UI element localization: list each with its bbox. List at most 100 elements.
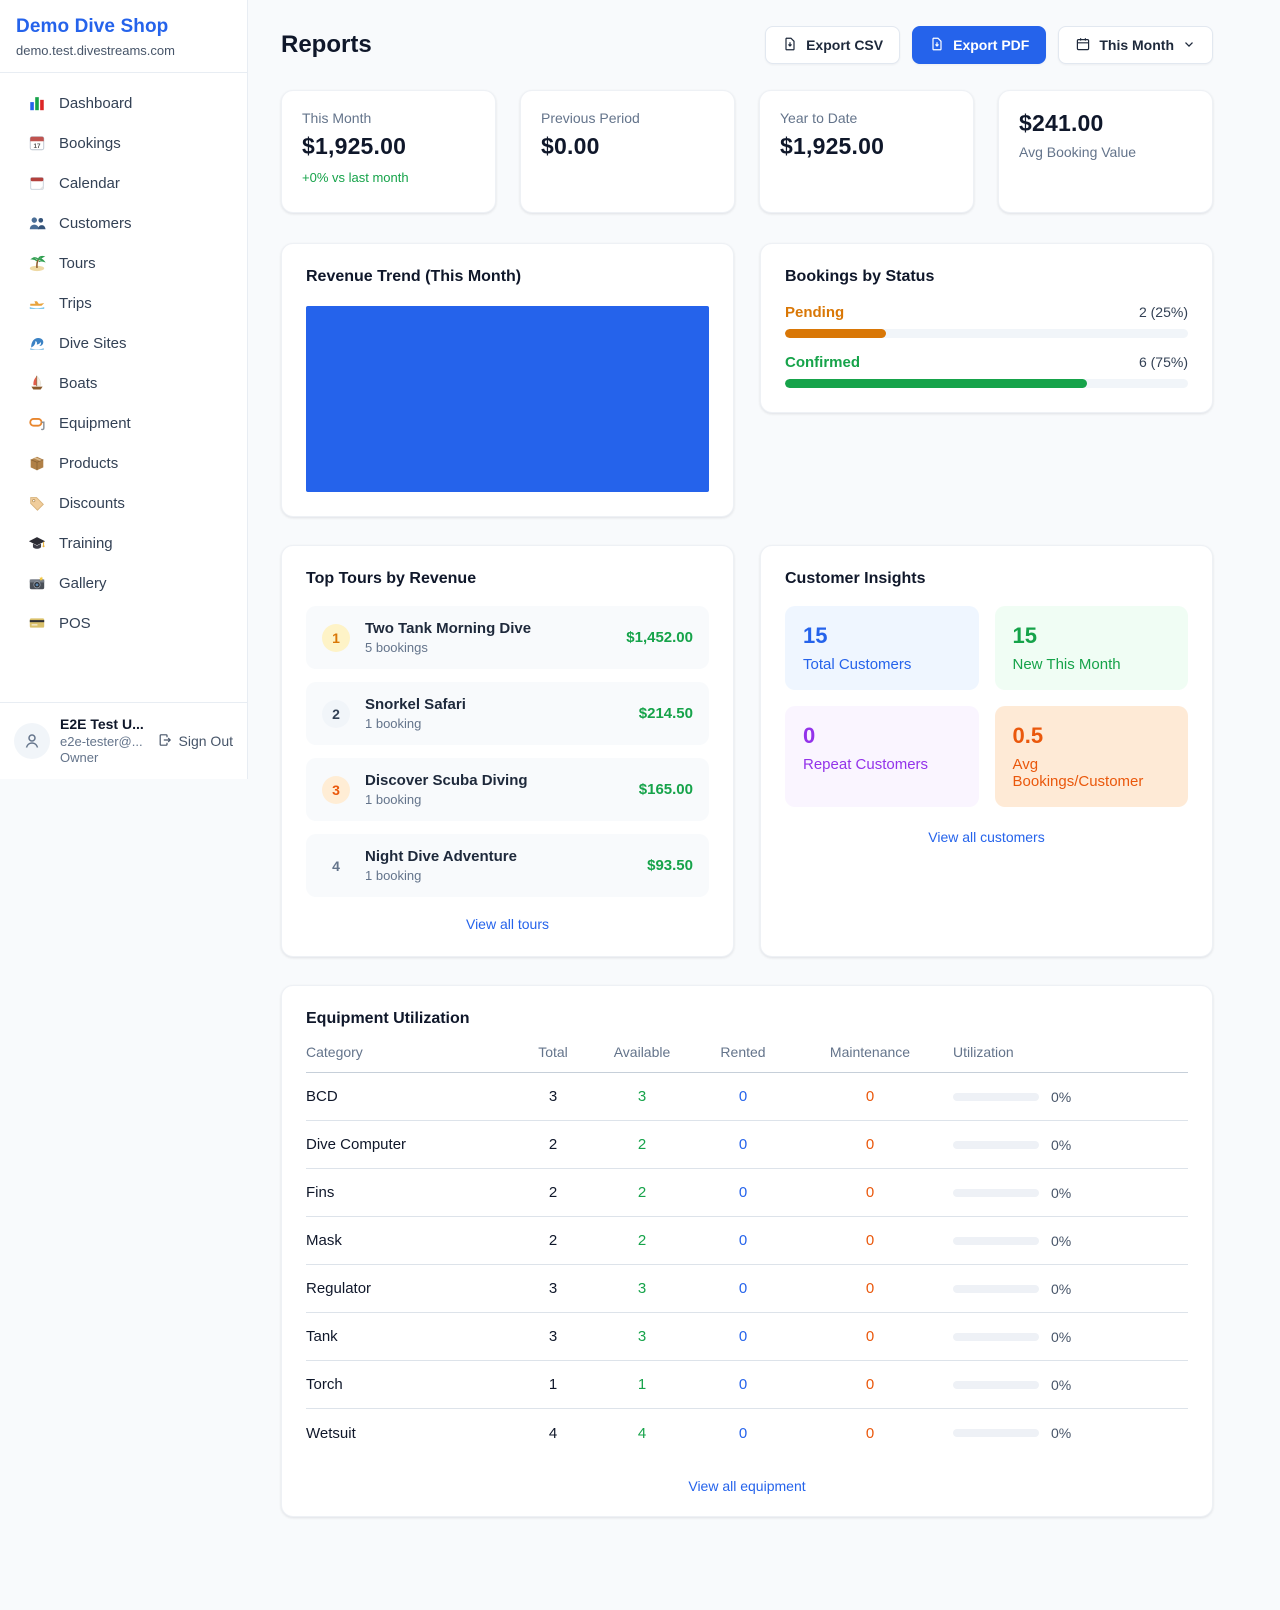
insight-tile-new-this-month: 15 New This Month [994,606,1188,690]
sidebar-item-equipment[interactable]: Equipment [0,403,247,443]
equipment-total: 2 [548,1184,558,1201]
stat-label: This Month [302,110,372,126]
equipment-col-header-utilization: Utilization [953,1044,1014,1060]
equipment-rented: 0 [738,1232,748,1249]
equipment-row-bcd: BCD 3 3 0 0 0% [306,1073,1188,1121]
equipment-category: Tank [306,1328,338,1345]
equipment-available: 3 [637,1280,647,1297]
equipment-available: 4 [637,1424,647,1442]
tour-name: Two Tank Morning Dive [365,620,532,637]
sidebar-item-dashboard[interactable]: Dashboard [0,83,247,123]
sidebar-item-tours[interactable]: Tours [0,243,247,283]
sidebar-item-trips[interactable]: Trips [0,283,247,323]
tour-revenue: $1,452.00 [626,629,693,646]
equipment-table-header: Category Total Available Rented Maintenance U… [306,1044,1188,1073]
sidebar-item-discounts[interactable]: Discounts [0,483,247,523]
sailboat-icon [28,374,46,392]
tour-list-item[interactable]: 2 Snorkel Safari 1 booking $214.50 [306,682,709,745]
stat-label: Year to Date [780,110,858,126]
tour-revenue: $214.50 [638,705,693,722]
rank-badge: 2 [322,699,350,728]
equipment-available: 2 [637,1184,647,1201]
stat-card-this-month: This Month $1,925.00 +0% vs last month [281,90,496,213]
view-all-customers-link[interactable]: View all customers [928,829,1045,845]
sidebar-item-calendar[interactable]: Calendar [0,163,247,203]
sidebar-item-gallery[interactable]: Gallery [0,563,247,603]
insight-label: New This Month [1012,656,1121,673]
equipment-total: 2 [548,1232,558,1249]
revenue-trend-title: Revenue Trend (This Month) [306,268,522,285]
equipment-row-fins: Fins 2 2 0 0 0% [306,1169,1188,1217]
dashboard-icon [28,94,46,112]
utilization-percent: 0% [1051,1280,1072,1297]
utilization-bar [953,1092,1039,1101]
top-tours-card: Top Tours by Revenue 1 Two Tank Morning … [281,545,734,957]
equipment-total: 2 [548,1136,558,1153]
equipment-col-header-available: Available [613,1044,671,1060]
insight-tile-avg-bookings-customer: 0.5 Avg Bookings/Customer [994,706,1188,807]
export-pdf-button[interactable]: Export PDF [912,26,1047,64]
equipment-available: 3 [637,1328,647,1345]
view-all-equipment-link[interactable]: View all equipment [688,1478,806,1494]
status-value: 6 (75%) [1138,354,1188,370]
equipment-total: 4 [548,1424,558,1442]
tour-bookings-count: 1 booking [365,716,422,731]
tour-list-item[interactable]: 3 Discover Scuba Diving 1 booking $165.0… [306,758,709,821]
utilization-bar [953,1140,1039,1149]
wave-icon [28,334,46,352]
main-content: Reports Export CSV Export PDF This Month… [248,0,1280,1517]
equipment-utilization-card: Equipment Utilization Category Total Avail… [281,985,1213,1517]
sidebar-item-pos[interactable]: POS [0,603,247,643]
period-selector-dropdown[interactable]: This Month [1058,26,1213,64]
tour-revenue: $93.50 [647,857,693,874]
sign-out-button[interactable]: Sign Out [157,732,233,751]
bookings-by-status-title: Bookings by Status [785,268,935,285]
tour-list-item[interactable]: 4 Night Dive Adventure 1 booking $93.50 [306,834,709,897]
equipment-available: 2 [637,1136,647,1153]
status-progress-track [785,329,1188,338]
calendar-pad-icon [28,174,46,192]
equipment-available: 1 [637,1376,647,1393]
equipment-category: BCD [306,1088,338,1105]
tour-bookings-count: 1 booking [365,868,422,883]
insight-label: Total Customers [803,656,912,673]
equipment-category: Fins [306,1184,335,1201]
sidebar-item-bookings[interactable]: 17 Bookings [0,123,247,163]
sidebar-item-products[interactable]: Products [0,443,247,483]
svg-text:17: 17 [33,143,41,150]
status-progress-track [785,379,1188,388]
stat-label: Avg Booking Value [1019,144,1137,160]
sidebar-item-training[interactable]: Training [0,523,247,563]
equipment-col-header-total: Total [538,1044,568,1060]
status-progress-fill [785,329,886,338]
tour-bookings-count: 1 booking [365,792,422,807]
stat-value: $241.00 [1019,110,1104,136]
sidebar-item-customers[interactable]: Customers [0,203,247,243]
utilization-percent: 0% [1051,1088,1072,1105]
camera-icon [28,574,46,592]
equipment-row-wetsuit: Wetsuit 4 4 0 0 0% [306,1409,1188,1457]
period-selector-value: This Month [1099,37,1174,53]
equipment-maintenance: 0 [865,1088,875,1105]
calendar-icon [1075,36,1091,55]
tag-icon [28,494,46,512]
export-csv-button[interactable]: Export CSV [765,26,901,64]
equipment-maintenance: 0 [865,1424,875,1442]
view-all-tours-link[interactable]: View all tours [465,916,549,932]
utilization-bar [953,1284,1039,1293]
bookings-by-status-card: Bookings by Status Pending 2 (25%) Confi… [760,243,1213,413]
tour-name: Snorkel Safari [365,696,466,713]
insight-value: 15 [803,623,828,648]
shop-logo-block: Demo Dive Shop demo.test.divestreams.com [0,0,247,73]
user-email: e2e-tester@... [60,733,143,749]
tour-name: Discover Scuba Diving [365,772,528,789]
equipment-total: 3 [548,1088,558,1105]
tour-list-item[interactable]: 1 Two Tank Morning Dive 5 bookings $1,45… [306,606,709,669]
shop-domain: demo.test.divestreams.com [16,43,175,58]
stat-cards-row: This Month $1,925.00 +0% vs last month P… [281,90,1213,213]
insight-value: 15 [1012,623,1037,648]
status-label: Confirmed [785,354,860,371]
sidebar-item-dive-sites[interactable]: Dive Sites [0,323,247,363]
sidebar-item-boats[interactable]: Boats [0,363,247,403]
utilization-percent: 0% [1051,1376,1072,1393]
